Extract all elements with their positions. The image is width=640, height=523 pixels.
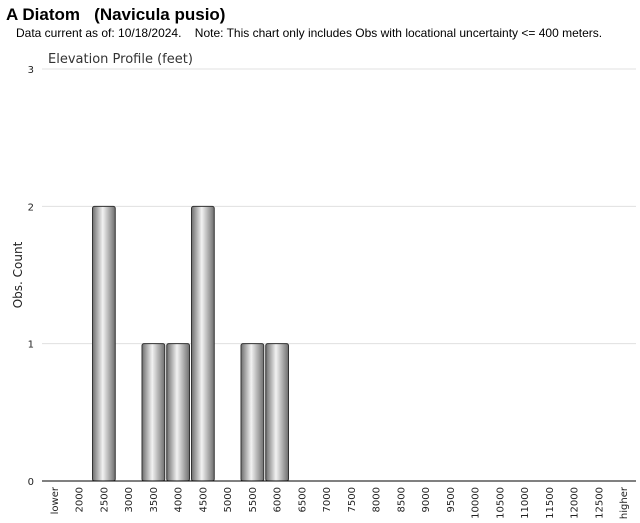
x-tick-label: 5000	[223, 487, 234, 512]
x-tick-label: 6500	[297, 487, 308, 512]
bar-2500	[92, 205, 116, 482]
bar-6000	[265, 343, 289, 482]
y-axis-label: Obs. Count	[11, 241, 25, 308]
x-tick-label: lower	[50, 486, 61, 514]
data-note: Data current as of: 10/18/2024. Note: Th…	[16, 26, 603, 40]
y-tick-label: 0	[28, 477, 34, 488]
x-tick-label: 3500	[149, 487, 160, 512]
x-tick-label: 11500	[545, 487, 556, 519]
x-tick-label: 9500	[446, 487, 457, 512]
x-tick-label: 2500	[99, 487, 110, 512]
x-tick-label: 12500	[594, 487, 605, 519]
x-tick-label: 2000	[75, 487, 86, 512]
y-tick-label: 3	[28, 65, 34, 76]
bar-4500	[191, 205, 215, 482]
x-tick-label: 8500	[396, 487, 407, 512]
x-tick-label: higher	[619, 486, 630, 519]
x-tick-label: 4000	[174, 487, 185, 512]
page-title: A Diatom (Navicula pusio)	[6, 5, 226, 24]
y-tick-label: 2	[28, 202, 34, 213]
x-tick-label: 3000	[124, 487, 135, 512]
x-tick-label: 7000	[322, 487, 333, 512]
x-tick-label: 11000	[520, 487, 531, 519]
x-tick-label: 6000	[273, 487, 284, 512]
bar-3500	[141, 343, 166, 482]
x-tick-label: 8000	[372, 487, 383, 512]
bar-4000	[166, 343, 190, 482]
x-tick-label: 4500	[198, 487, 209, 512]
x-tick-label: 7500	[347, 487, 358, 512]
x-tick-label: 5500	[248, 487, 259, 512]
chart-title: Elevation Profile (feet)	[48, 52, 193, 67]
x-tick-label: 9000	[421, 487, 432, 512]
bar-5500	[240, 343, 265, 482]
x-tick-label: 10000	[471, 487, 482, 519]
x-tick-label: 12000	[570, 487, 581, 519]
x-tick-label: 10500	[495, 487, 506, 519]
y-tick-label: 1	[28, 340, 34, 351]
